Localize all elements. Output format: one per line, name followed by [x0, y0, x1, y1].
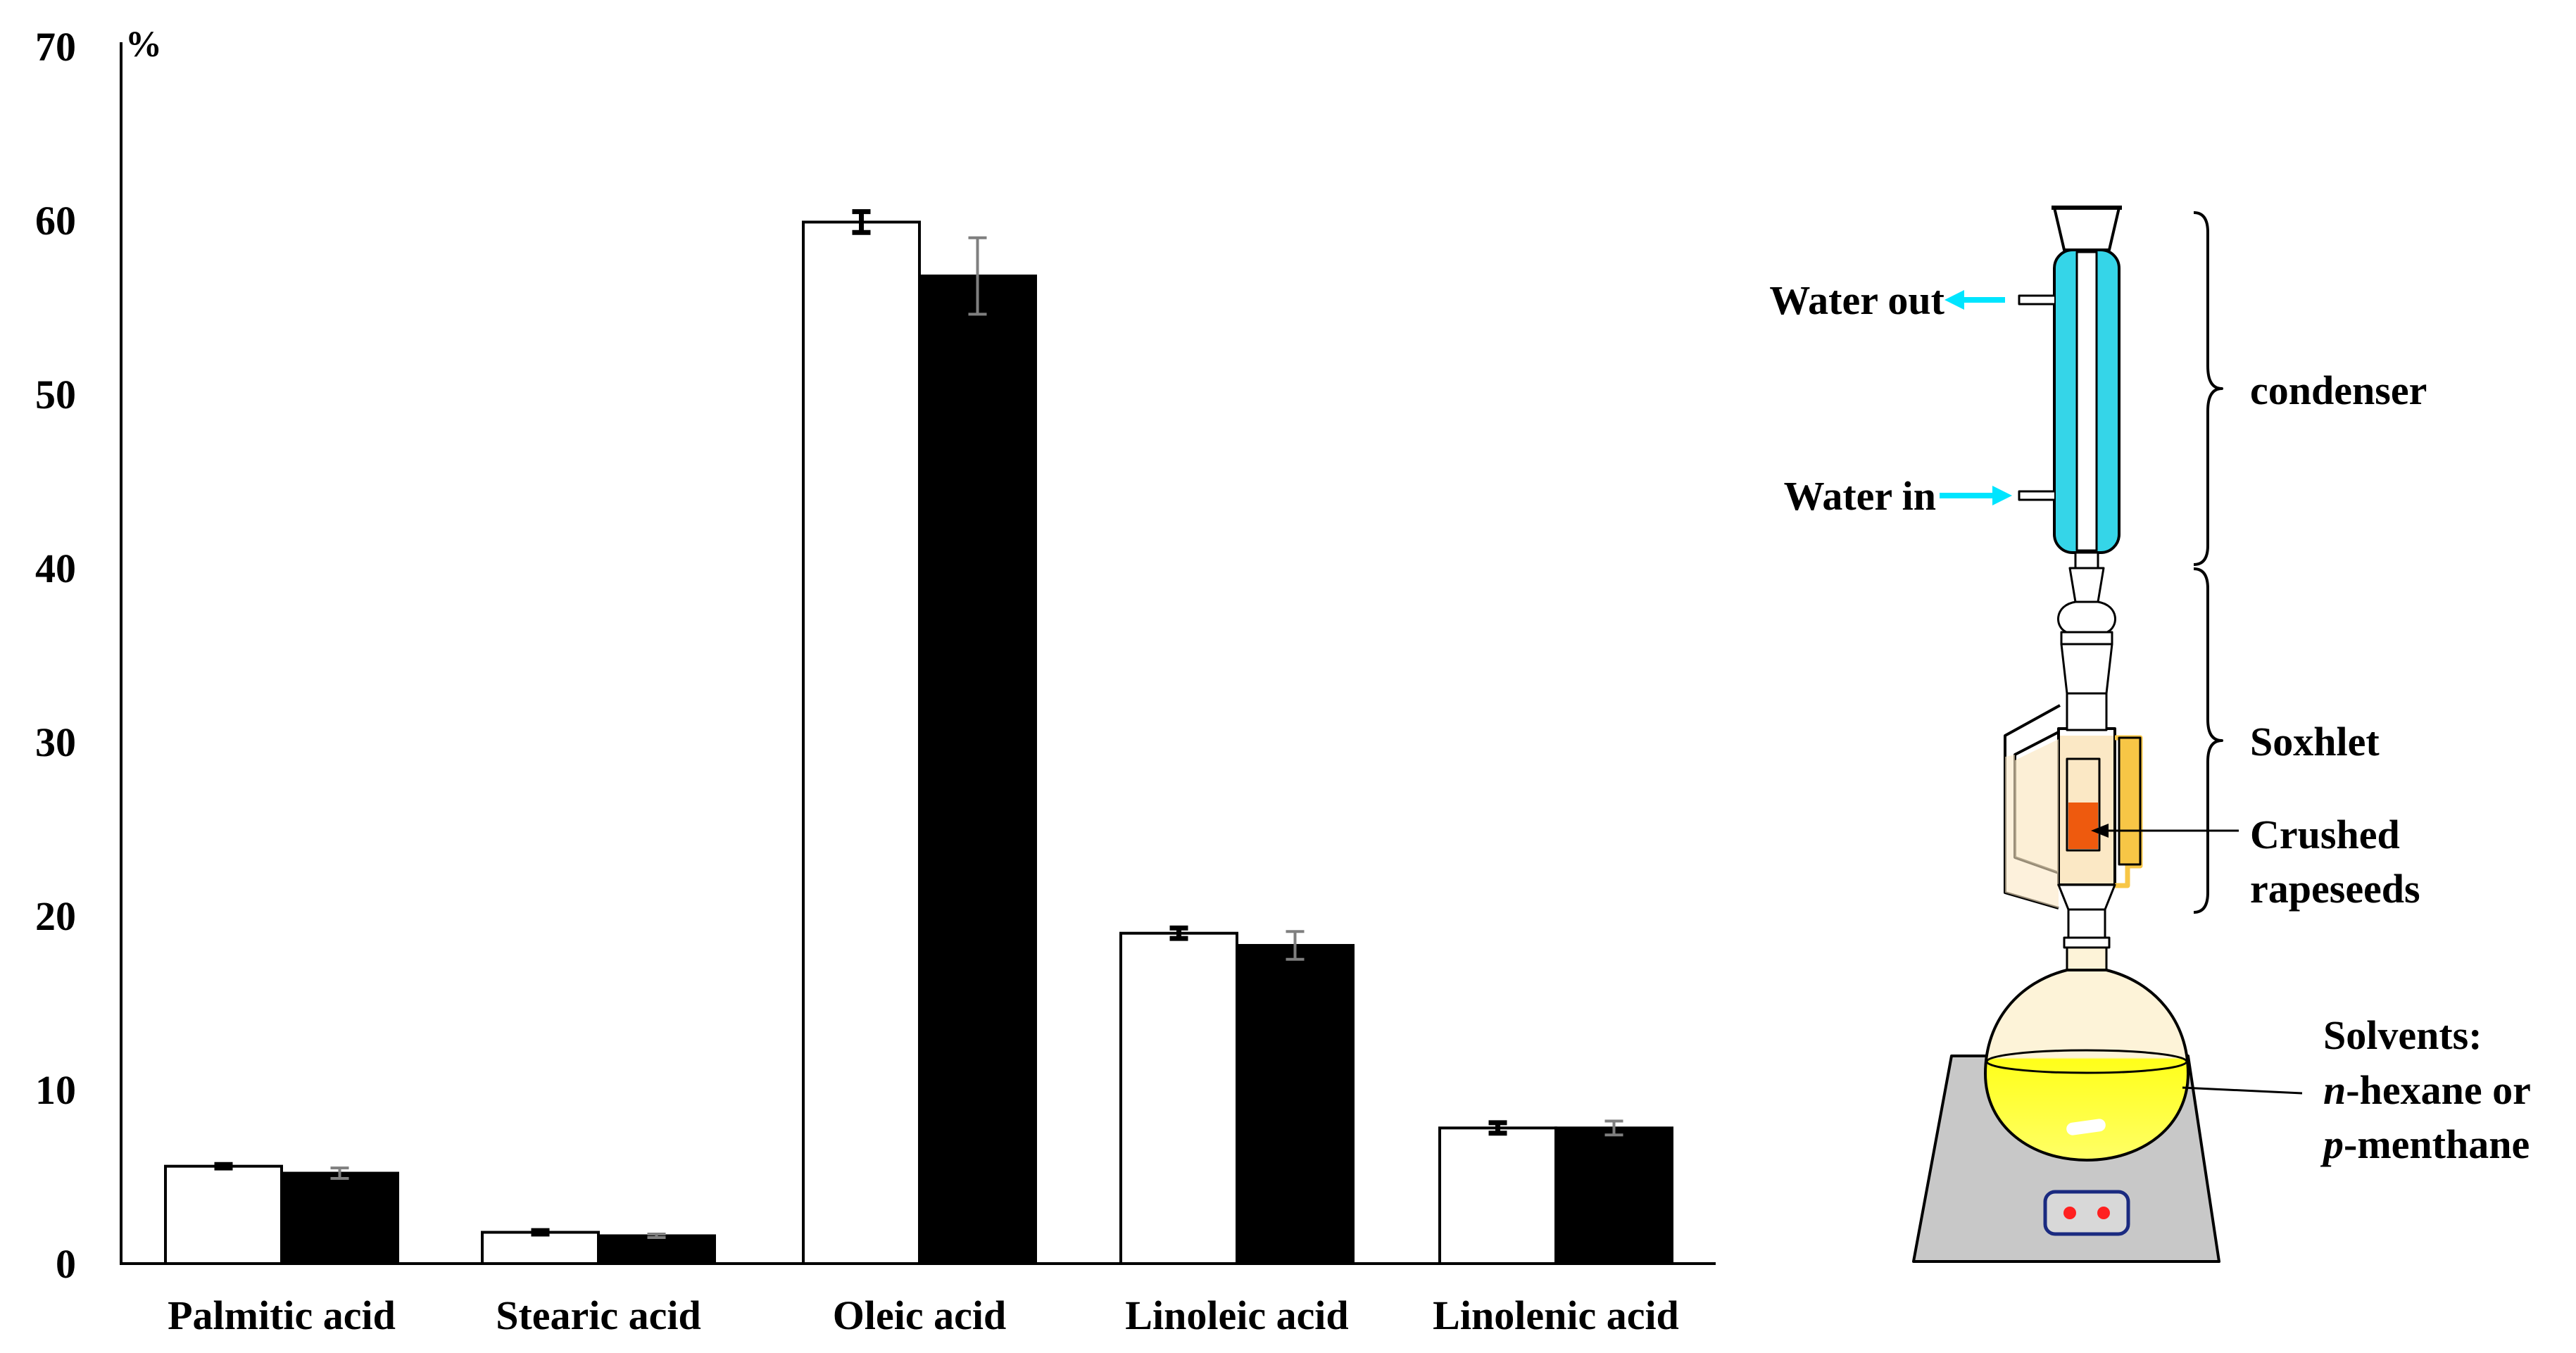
bar-oleic-acid-s2 — [918, 275, 1037, 1265]
upper-joint — [2068, 567, 2105, 603]
vapour-arm-outer-fill — [2005, 755, 2059, 908]
y-tick-label: 50 — [35, 372, 76, 417]
stir-bar — [2066, 1119, 2106, 1135]
y-tick-label: 10 — [35, 1067, 76, 1113]
error-bars — [214, 209, 1623, 1239]
chamber-neck — [2066, 692, 2108, 731]
n-hexane-label: n-hexane or — [2323, 1067, 2531, 1113]
indicator-light-left — [2063, 1207, 2076, 1219]
error-bar — [330, 1166, 349, 1180]
bar-linolenic-acid-s1 — [1438, 1126, 1557, 1265]
y-tick-label: 60 — [35, 198, 76, 244]
flask-neck — [2066, 946, 2108, 973]
condenser-inner-tube — [2075, 251, 2098, 552]
error-bar — [1286, 930, 1305, 961]
water-out-arrow — [1944, 290, 2005, 310]
y-tick-label: 30 — [35, 719, 76, 765]
top-stopper — [2053, 206, 2121, 251]
water-out-port — [2018, 294, 2054, 306]
error-bar — [531, 1228, 550, 1237]
error-bar — [214, 1162, 233, 1171]
water-out-label: Water out — [1769, 277, 1944, 323]
crushed-rapeseeds — [2068, 803, 2098, 849]
category-label: Linoleic acid — [1125, 1292, 1348, 1338]
error-bar — [1604, 1119, 1623, 1137]
y-tick-label: 20 — [35, 893, 76, 939]
error-bar — [852, 209, 871, 235]
bar-oleic-acid-s1 — [802, 220, 921, 1266]
soxhlet-bulb-top — [2057, 600, 2116, 634]
soxhlet-neck — [2060, 631, 2113, 646]
bar-palmitic-acid-s1 — [164, 1164, 283, 1266]
water-in-arrow — [1940, 486, 2012, 505]
unit-label: % — [125, 25, 162, 65]
solvents-label: Solvents: — [2323, 1012, 2482, 1058]
bar-linoleic-acid-s2 — [1236, 943, 1355, 1265]
solvent-surface — [1985, 1049, 2188, 1074]
round-bottom-flask — [1984, 969, 2189, 1162]
soxhlet-label: Soxhlet — [2250, 719, 2380, 764]
category-label: Linolenic acid — [1433, 1292, 1679, 1338]
water-in-port — [2018, 490, 2054, 501]
category-label: Oleic acid — [833, 1292, 1006, 1338]
lower-neck — [2067, 908, 2106, 939]
condenser-joint — [2074, 551, 2099, 569]
bar-stearic-acid-s2 — [597, 1234, 716, 1265]
bar-linolenic-acid-s2 — [1554, 1126, 1673, 1265]
bars — [164, 220, 1673, 1266]
rapeseeds-label: rapeseeds — [2250, 866, 2420, 912]
soxhlet-taper — [2060, 643, 2113, 695]
category-labels: Palmitic acid Stearic acid Oleic acid Linol… — [168, 1292, 1679, 1338]
bar-chart: % 0 10 20 30 40 50 60 70 Palmitic acid Stearic a… — [35, 24, 1716, 1338]
bar-stearic-acid-s1 — [481, 1231, 600, 1266]
category-label: Stearic acid — [496, 1292, 701, 1338]
soxhlet-apparatus-diagram: Water out Water in condenser Soxhlet Cru… — [1769, 206, 2531, 1263]
thimble — [2066, 757, 2101, 852]
indicator-light-right — [2097, 1207, 2110, 1219]
vapour-arm-fill — [2015, 739, 2059, 873]
crushed-label: Crushed — [2250, 812, 2400, 857]
p-menthane-label: p-menthane — [2320, 1121, 2530, 1167]
error-bar — [1488, 1120, 1507, 1136]
error-bar — [968, 236, 987, 316]
lower-taper — [2057, 883, 2116, 911]
rapeseeds-pointer-head — [2091, 824, 2109, 838]
siphon-body — [2118, 736, 2142, 866]
soxhlet-brace — [2193, 567, 2223, 914]
condenser-brace — [2193, 211, 2223, 566]
y-tick-label: 0 — [56, 1241, 76, 1287]
category-label: Palmitic acid — [168, 1292, 396, 1338]
bar-linoleic-acid-s1 — [1119, 931, 1238, 1265]
error-bar — [647, 1233, 666, 1239]
water-in-label: Water in — [1784, 473, 1936, 519]
condenser-label: condenser — [2250, 367, 2427, 413]
solvent-pointer — [2182, 1086, 2303, 1095]
error-bar — [1169, 925, 1188, 941]
bar-palmitic-acid-s2 — [280, 1171, 399, 1266]
hot-plate-control — [2043, 1190, 2130, 1236]
flask-joint — [2063, 936, 2111, 949]
y-tick-labels: 0 10 20 30 40 50 60 70 — [35, 24, 76, 1287]
y-tick-label: 40 — [35, 546, 76, 591]
y-tick-label: 70 — [35, 24, 76, 70]
